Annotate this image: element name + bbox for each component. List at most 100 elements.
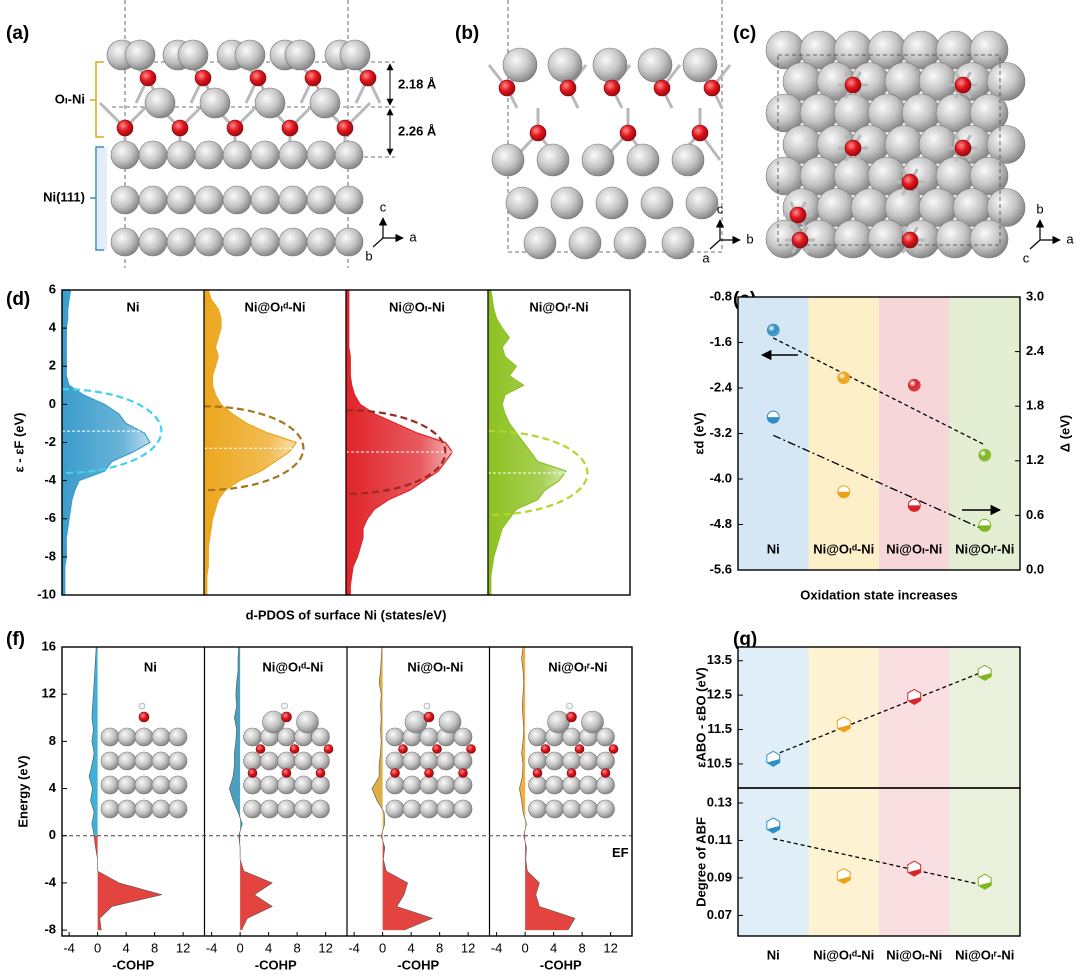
x-tick-label: 8 [294,940,301,955]
nickel-atom [402,799,422,819]
oxygen-atom [574,744,585,754]
nickel-atom [568,226,602,260]
nickel-atom [168,727,188,747]
y-tick-label: -4 [44,472,56,487]
nickel-atom [419,751,439,771]
oxygen-atom [398,744,408,754]
nickel-atom [562,799,581,819]
category-label: Ni [767,947,780,962]
nickel-atom [453,751,473,771]
cohp-line [519,646,576,931]
category-band [879,297,950,570]
axis-letter: c [717,201,724,216]
bracket [90,61,104,138]
category-band [949,647,1020,936]
oxygen-atom [336,119,354,137]
y-tick-label: -2.4 [710,379,733,394]
nickel-atom [243,799,262,819]
nickel-atom [550,186,584,220]
hydrogen-atom [138,702,146,710]
y-tick-label: -5.6 [710,561,732,576]
marker-fill [767,417,780,424]
axis-letter: b [365,248,372,263]
cohp-area [519,647,527,836]
nickel-atom [151,799,171,819]
marker-fill [837,491,850,498]
hex-marker [977,873,993,890]
nickel-atom [596,751,615,771]
nickel-atom [166,140,196,170]
nickel-atom [168,775,188,795]
marker-fill [908,505,921,512]
marker-fill [978,672,993,681]
distance-label: 2.18 Å [398,76,437,91]
nickel-atom [592,47,628,83]
hydrogen-atom [423,702,431,710]
nickel-atom [177,39,209,71]
y-tick-label: 8 [49,733,56,748]
nickel-atom [404,710,428,734]
y-tick-label: 0.07 [707,907,732,922]
x-tick-label: 4 [265,940,272,955]
panel-title: Ni@Oₗ-Ni [389,299,445,314]
nickel-atom [640,186,674,220]
nickel-atom [234,39,266,71]
y-tick-label: -3.2 [710,425,732,440]
y-axis-label: Energy (eV) [15,755,30,827]
trend-line [773,670,985,756]
distance-label: 2.26 Å [398,123,437,138]
nickel-atom [134,751,154,771]
nickel-atom [579,799,598,819]
oxygen-atom [844,139,862,157]
marker [766,323,780,337]
trend-line [772,337,986,446]
x-tick-label: 12 [603,940,617,955]
axis-letter: c [1023,250,1030,265]
nickel-atom [385,799,405,819]
panel-title: Ni [144,659,157,674]
layer-label: Oₗ-Ni [55,91,85,106]
nickel-atom [138,140,168,170]
x-tick-label: -4 [206,940,218,955]
nickel-atom [438,710,462,734]
hydrogen-atom [566,702,573,710]
nickel-atom [685,186,719,220]
oxygen-atom [529,124,547,142]
nickel-atom [969,219,1009,259]
nickel-atom [579,775,598,795]
dos-area [345,289,454,596]
nickel-atom [166,185,196,215]
oxygen-atom [844,76,862,94]
nickel-atom [222,140,252,170]
marker [837,371,851,385]
nickel-atom [100,727,120,747]
nickel-atom [528,775,547,795]
oxygen-atom [423,711,435,723]
nickel-atom [100,751,120,771]
nickel-atom [294,775,313,795]
x-tick-label: -4 [491,940,503,955]
oxygen-atom [954,139,972,157]
nickel-atom [260,799,279,819]
nickel-atom [117,775,137,795]
nickel-atom [222,185,252,215]
hex-marker [836,716,852,733]
y-tick-label: 12 [42,686,56,701]
cohp-line [88,646,162,931]
x-axis-label: d-PDOS of surface Ni (states/eV) [246,607,447,622]
y-tick-label: -4.0 [710,470,732,485]
bracket [90,146,104,251]
y-tick-label: 10.5 [707,755,732,770]
marker [907,378,921,392]
nickel-atom [117,799,137,819]
y-tick-label: -6 [44,510,56,525]
nickel-atom [151,727,171,747]
band-ellipse [487,429,589,517]
nickel-atom [562,775,581,795]
nickel-atom [419,775,439,795]
y-tick-label: 4 [49,320,57,335]
marker-fill [837,724,852,732]
category-label: Ni [767,541,780,556]
nickel-atom [491,143,525,177]
oxygen-atom [600,768,611,778]
